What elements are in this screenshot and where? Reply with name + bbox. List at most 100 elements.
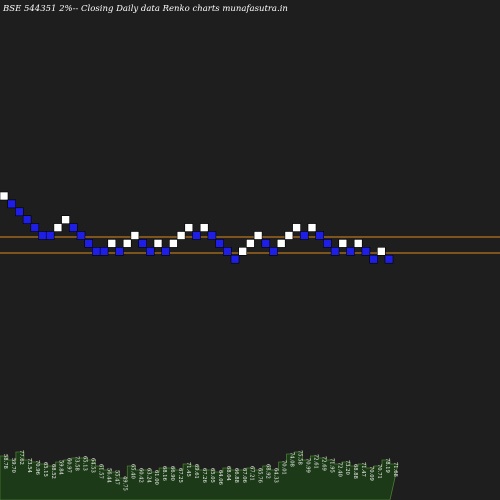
brick-down xyxy=(192,231,201,240)
brick-up xyxy=(0,191,9,201)
price-label: 55.47 xyxy=(113,470,119,485)
brick-down xyxy=(299,231,309,240)
brick-down xyxy=(207,231,217,240)
brick-up xyxy=(107,239,117,248)
price-label: 70.09 xyxy=(368,466,374,481)
brick-down xyxy=(369,254,378,264)
price-label: 71.45 xyxy=(185,462,191,477)
brick-up xyxy=(253,231,263,240)
price-label: 72.69 xyxy=(320,456,326,471)
brick-down xyxy=(161,247,170,256)
price-label: 67.21 xyxy=(249,466,255,481)
price-label: 68.16 xyxy=(161,466,167,481)
price-label: 65.13 xyxy=(82,456,88,471)
price-label: 59.84 xyxy=(58,460,64,476)
price-label: 60.97 xyxy=(66,458,72,473)
brick-down xyxy=(15,207,24,217)
price-label: 67.25 xyxy=(177,468,183,483)
price-label: 74.08 xyxy=(289,452,295,467)
brick-up xyxy=(184,223,194,232)
brick-up xyxy=(199,223,209,232)
brick-down xyxy=(22,215,32,224)
brick-down xyxy=(323,239,332,248)
price-label: 78.19 xyxy=(384,458,390,473)
price-label: 64.53 xyxy=(90,458,96,473)
brick-down xyxy=(30,223,40,232)
brick-down xyxy=(146,247,155,256)
price-label: 70.96 xyxy=(34,460,40,475)
brick-down xyxy=(7,199,16,209)
price-label: 49.75 xyxy=(121,476,127,491)
volume-area xyxy=(0,451,399,500)
brick-down xyxy=(230,254,240,264)
brick-down xyxy=(261,239,271,248)
price-label: 70.01 xyxy=(281,460,287,475)
chart-title: BSE 544351 2%-- Closing Daily data Renko… xyxy=(2,4,288,14)
price-label: 63.24 xyxy=(145,468,151,484)
price-label: 61.00 xyxy=(153,470,159,485)
brick-down xyxy=(346,247,355,256)
brick-down xyxy=(45,231,55,240)
price-label: 72.40 xyxy=(336,462,342,477)
price-label: 70.71 xyxy=(376,464,382,479)
brick-down xyxy=(223,247,232,256)
price-label: 56.44 xyxy=(106,468,112,484)
brick-down xyxy=(38,231,47,240)
price-label: 64.33 xyxy=(273,468,279,483)
price-label: 72.61 xyxy=(312,454,318,469)
brick-up xyxy=(169,239,178,248)
price-label: 70.99 xyxy=(304,458,310,473)
price-label: 69.61 xyxy=(193,464,199,479)
price-label: 73.58 xyxy=(74,456,80,471)
price-label: 65.05 xyxy=(209,468,215,483)
brick-up xyxy=(292,223,301,232)
brick-up xyxy=(307,223,317,232)
brick-up xyxy=(130,231,140,240)
price-label: 66.88 xyxy=(233,468,239,483)
brick-up xyxy=(284,231,294,240)
brick-down xyxy=(76,231,86,240)
brick-up xyxy=(376,247,386,256)
price-label: 68.88 xyxy=(352,464,358,479)
price-label: 68.04 xyxy=(225,466,231,482)
brick-down xyxy=(92,247,101,256)
price-label: 64.06 xyxy=(217,470,223,485)
price-label: 67.06 xyxy=(241,468,247,483)
price-label: 59.70 xyxy=(10,458,16,473)
brick-down xyxy=(138,239,147,248)
price-label: 77.62 xyxy=(18,450,24,465)
volume-series xyxy=(0,451,399,500)
brick-up xyxy=(238,247,247,256)
brick-down xyxy=(84,239,93,248)
brick-down xyxy=(215,239,224,248)
brick-up xyxy=(338,239,348,248)
brick-down xyxy=(384,254,394,264)
price-label: 68.52 xyxy=(50,464,56,479)
price-label: 75.58 xyxy=(297,450,303,465)
brick-up xyxy=(53,223,63,232)
brick-down xyxy=(115,247,124,256)
brick-down xyxy=(330,247,340,256)
price-label: 60.42 xyxy=(137,468,143,483)
price-label: 66.90 xyxy=(169,466,175,481)
price-label: 71.47 xyxy=(360,462,366,477)
price-label: 65.76 xyxy=(257,468,263,483)
brick-up xyxy=(153,239,163,248)
price-label: 68.92 xyxy=(265,464,271,479)
price-label: 71.68 xyxy=(392,462,398,477)
price-label: 71.95 xyxy=(328,458,334,473)
brick-up xyxy=(246,239,255,248)
brick-down xyxy=(361,247,371,256)
brick-up xyxy=(276,239,286,248)
brick-down xyxy=(269,247,278,256)
brick-down xyxy=(315,231,325,240)
brick-up xyxy=(176,231,186,240)
price-label: 58.78 xyxy=(2,454,8,469)
price-label: 65.15 xyxy=(42,462,48,477)
price-label: 67.26 xyxy=(201,468,207,483)
brick-up xyxy=(122,239,132,248)
brick-down xyxy=(99,247,109,256)
price-label: 61.57 xyxy=(98,464,104,479)
